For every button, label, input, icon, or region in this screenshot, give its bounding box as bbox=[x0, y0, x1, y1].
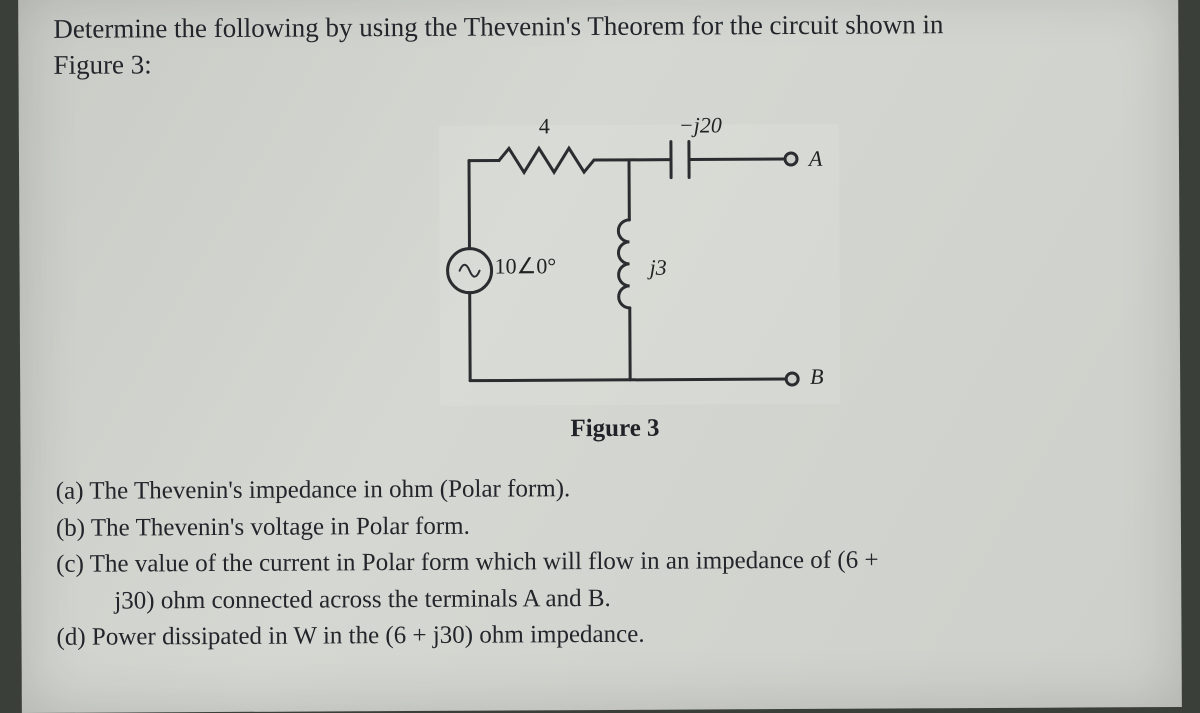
capacitor-label: −j20 bbox=[679, 112, 722, 138]
resistor-label: 4 bbox=[539, 113, 550, 139]
inductor-label: j3 bbox=[650, 255, 667, 281]
question-a: (a) The Thevenin's impedance in ohm (Pol… bbox=[56, 468, 1156, 509]
source-label: 10∠0° bbox=[494, 253, 556, 279]
terminal-a-label: A bbox=[809, 146, 823, 172]
prompt-line-2: Figure 3: bbox=[53, 50, 151, 81]
question-d: (d) Power dissipated in W in the (6 + j3… bbox=[56, 614, 1156, 655]
prompt-line-1: Determine the following by using the The… bbox=[53, 9, 943, 44]
paper-sheet: Determine the following by using the The… bbox=[18, 0, 1182, 713]
question-prompt: Determine the following by using the The… bbox=[53, 5, 1143, 84]
question-list: (a) The Thevenin's impedance in ohm (Pol… bbox=[56, 467, 1157, 656]
question-c-line1: (c) The value of the current in Polar fo… bbox=[56, 541, 1156, 582]
question-c-line2: j30) ohm connected across the terminals … bbox=[56, 578, 1156, 619]
terminal-b-label: B bbox=[810, 364, 824, 390]
question-b: (b) The Thevenin's voltage in Polar form… bbox=[56, 505, 1156, 546]
figure-3: 4 −j20 A 10∠0° j3 B Figure 3 bbox=[439, 114, 861, 446]
figure-caption: Figure 3 bbox=[570, 415, 659, 443]
